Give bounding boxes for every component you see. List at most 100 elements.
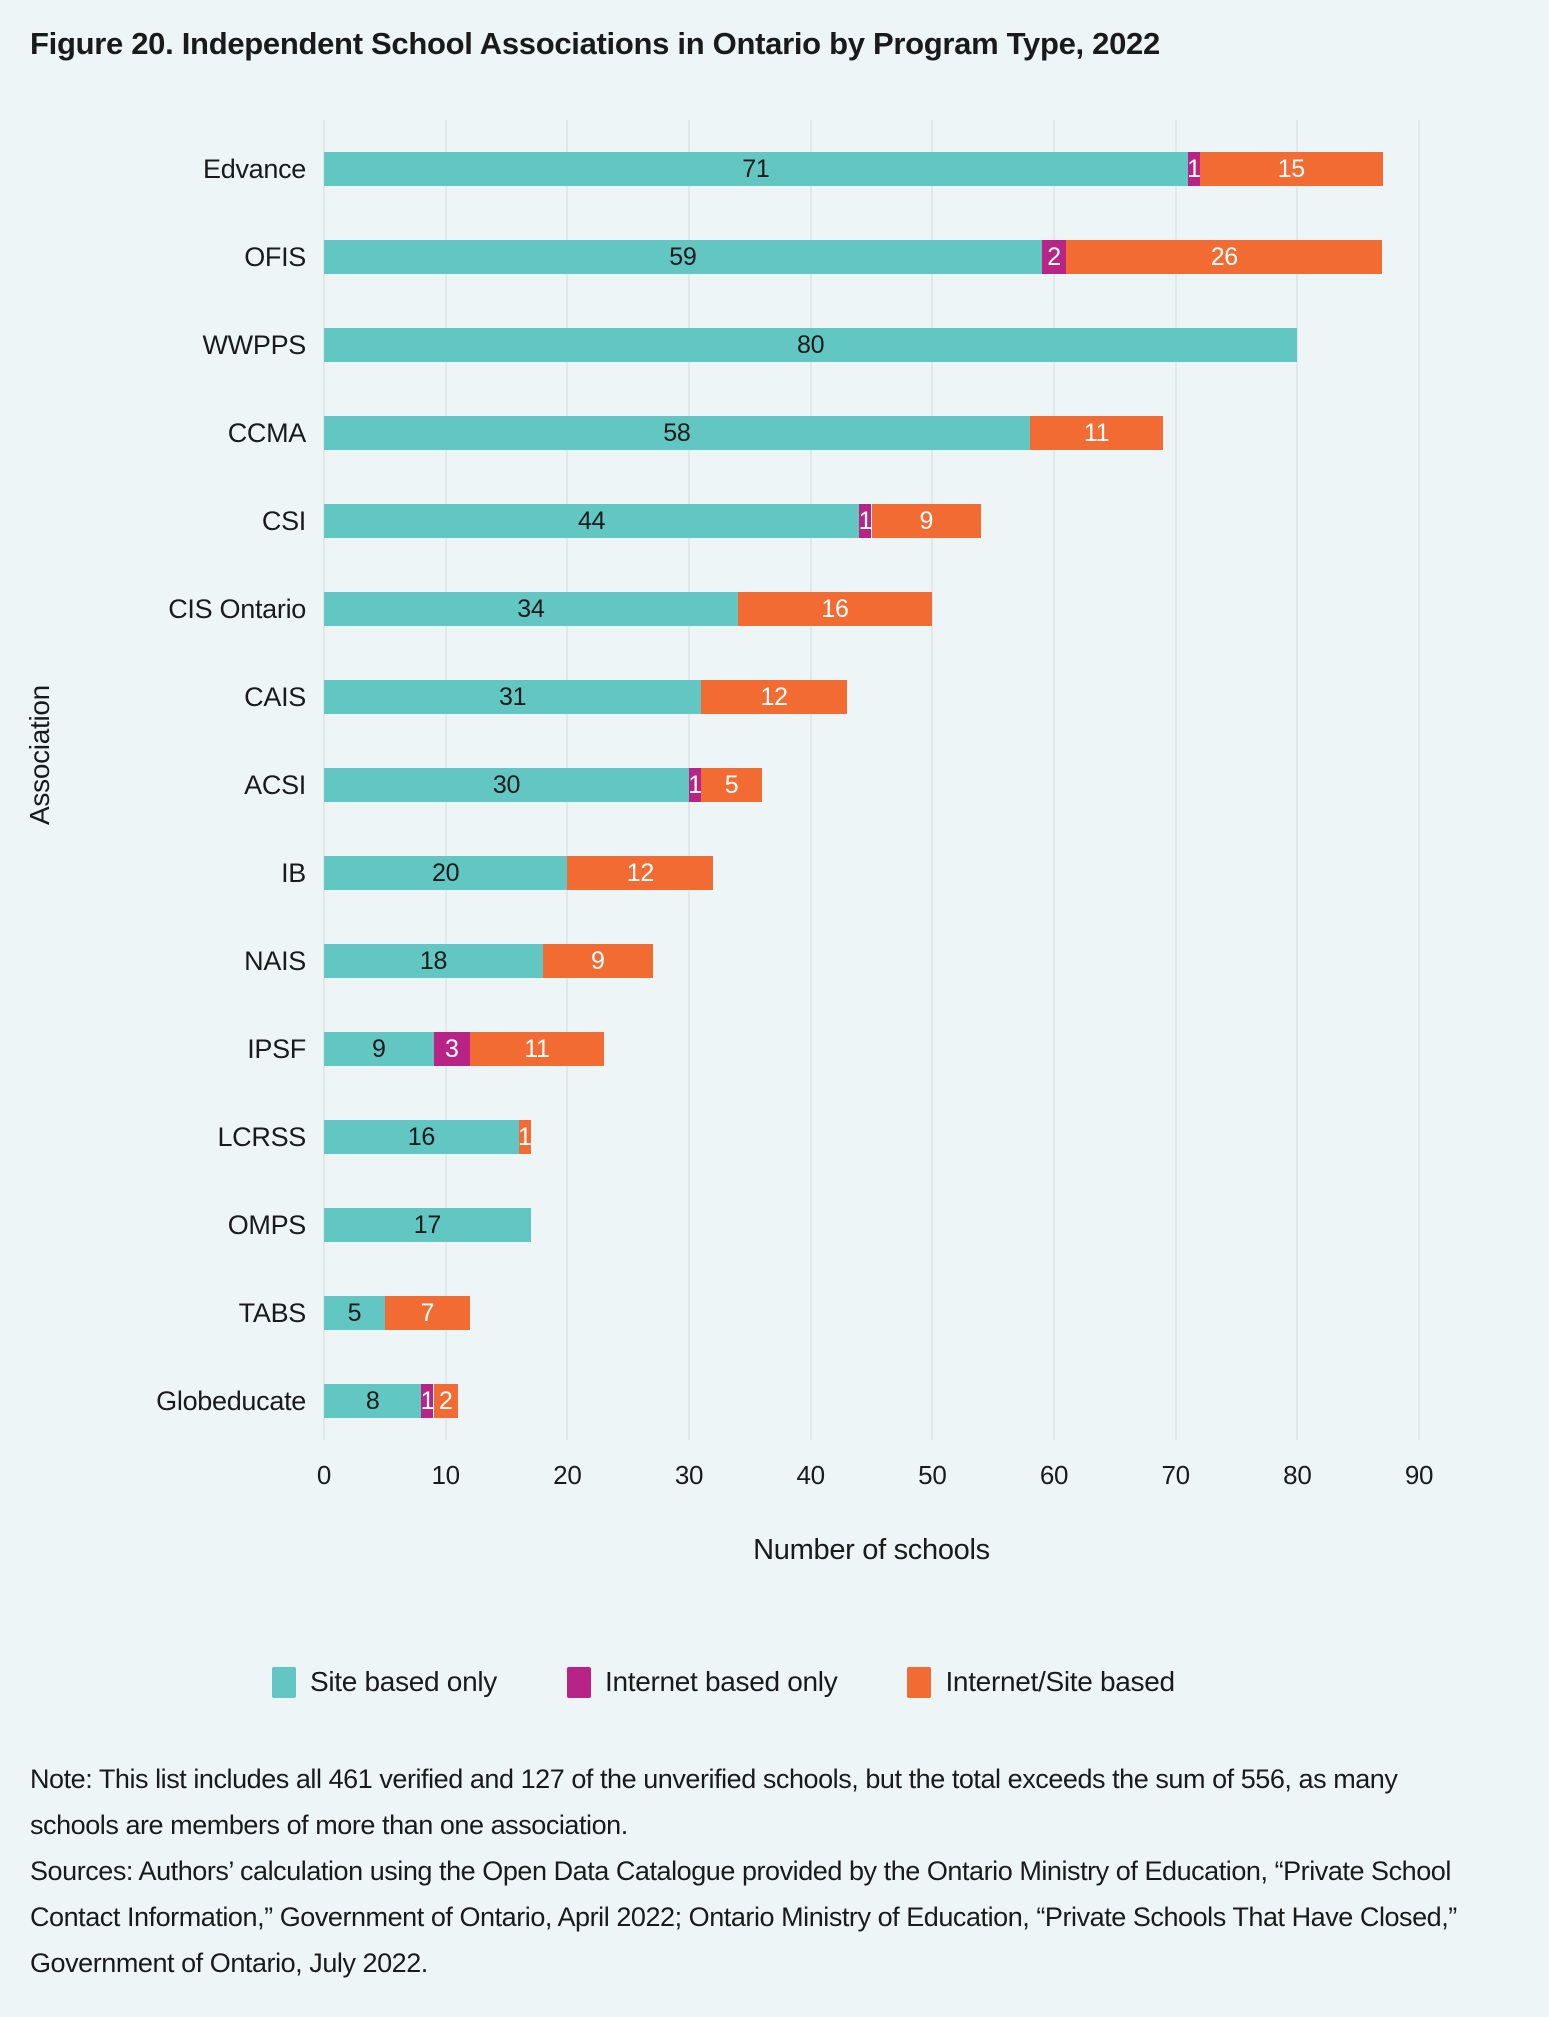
bar-segment: 12 [567, 856, 714, 890]
bar-value-label: 18 [419, 946, 448, 975]
bar-value-label: 8 [365, 1386, 380, 1415]
bar-value-label: 34 [517, 594, 545, 623]
bar-value-label: 1 [517, 1122, 532, 1151]
figure-sources: Sources: Authors’ calculation using the … [30, 1856, 1457, 1978]
category-label: OFIS [244, 242, 306, 272]
gridline [1053, 120, 1055, 1440]
bar-segment: 7 [384, 1296, 470, 1330]
legend: Site based only Internet based only Intern… [272, 1666, 1175, 1698]
category-label: IB [281, 858, 306, 888]
gridline [1296, 120, 1299, 1440]
bar-segment: 34 [324, 592, 738, 626]
legend-swatch [272, 1666, 296, 1698]
category-label: IPSF [247, 1034, 306, 1064]
bar-segment: 11 [1029, 416, 1164, 450]
x-tick-label: 30 [674, 1460, 704, 1490]
x-tick-label: 90 [1404, 1460, 1434, 1490]
category-label: Edvance [203, 154, 306, 184]
bar-segment: 9 [871, 504, 981, 538]
x-tick-label: 0 [316, 1460, 332, 1490]
bar-segment: 30 [324, 768, 689, 802]
bar-value-label: 16 [407, 1122, 436, 1151]
bar-segment: 5 [324, 1296, 385, 1330]
bar-segment: 59 [324, 240, 1042, 274]
bar-segment: 16 [737, 592, 933, 626]
bar-value-label: 20 [432, 858, 460, 887]
legend-swatch [907, 1666, 932, 1698]
bar-segment: 44 [324, 504, 860, 538]
bar-value-label: 1 [420, 1386, 435, 1415]
bar-value-label: 11 [524, 1034, 550, 1063]
legend-swatch [566, 1666, 591, 1698]
bar-value-label: 1 [858, 506, 873, 535]
figure-footnotes: Note: This list includes all 461 verifie… [30, 1756, 1462, 1986]
bar-segment: 2 [1041, 240, 1067, 274]
gridline [809, 120, 812, 1440]
bar-segment: 16 [324, 1120, 519, 1154]
category-label: Globeducate [156, 1386, 306, 1416]
legend-item: Internet based only [566, 1666, 838, 1698]
x-tick-label: 60 [1039, 1460, 1069, 1490]
x-tick-label: 70 [1161, 1460, 1190, 1490]
x-tick-label: 20 [553, 1460, 582, 1490]
bar-segment: 1 [688, 768, 702, 802]
bar-segment: 9 [543, 944, 653, 978]
bar-segment: 12 [701, 680, 848, 714]
gridline [1418, 120, 1420, 1440]
category-label: NAIS [244, 946, 306, 976]
plot-area: 71 1 15 59 2 26 80 58 11 44 1 9 34 16 31 12 30 1 5 20 12 18 9 9… [323, 120, 1420, 1440]
bar-segment: 2 [433, 1384, 458, 1418]
bar-segment: 1 [1187, 152, 1201, 186]
bar-segment: 3 [433, 1032, 470, 1066]
bar-value-label: 17 [413, 1210, 442, 1239]
bar-value-label: 7 [420, 1298, 435, 1327]
bar-segment: 71 [324, 152, 1188, 186]
bar-value-label: 44 [578, 506, 606, 535]
bar-segment: 31 [324, 680, 702, 714]
gridline [931, 120, 934, 1440]
category-label: CCMA [227, 418, 307, 448]
x-tick-label: 40 [796, 1460, 825, 1490]
bar-value-label: 3 [444, 1034, 459, 1063]
legend-label: Internet based only [604, 1666, 838, 1697]
bar-value-label: 11 [1083, 418, 1110, 447]
bar-value-label: 58 [663, 418, 691, 447]
bar-segment: 11 [470, 1032, 604, 1066]
bar-value-label: 1 [688, 770, 702, 799]
gridline [1174, 120, 1177, 1440]
category-label: TABS [238, 1298, 307, 1328]
bar-segment: 9 [324, 1032, 434, 1066]
bar-segment: 26 [1066, 240, 1383, 274]
bar-segment: 18 [324, 944, 543, 978]
figure-note: Note: This list includes all 461 verifie… [30, 1764, 1398, 1840]
bar-value-label: 12 [626, 858, 655, 887]
x-tick-label: 50 [918, 1460, 947, 1490]
category-label: CAIS [244, 682, 306, 712]
bar-segment: 15 [1200, 152, 1383, 186]
legend-item: Site based only [272, 1666, 497, 1698]
bar-value-label: 9 [590, 946, 605, 975]
bar-segment: 5 [701, 768, 762, 802]
bar-value-label: 1 [1187, 154, 1201, 183]
bar-value-label: 2 [438, 1386, 453, 1415]
bar-value-label: 26 [1210, 242, 1239, 271]
x-axis-label: Number of schools [753, 1534, 990, 1566]
bar-segment: 8 [324, 1384, 422, 1418]
bar-segment: 80 [324, 328, 1298, 362]
legend-label: Site based only [310, 1666, 497, 1697]
bar-segment: 17 [324, 1208, 531, 1242]
category-label: CIS Ontario [168, 594, 306, 624]
legend-label: Internet/Site based [945, 1666, 1175, 1697]
bar-value-label: 80 [797, 330, 825, 359]
bar-value-label: 30 [492, 770, 521, 799]
category-label: LCRSS [217, 1122, 306, 1152]
bar-value-label: 12 [760, 682, 789, 711]
category-label: CSI [261, 506, 306, 536]
category-label: WWPPS [202, 330, 307, 360]
bar-value-label: 59 [669, 242, 697, 271]
figure-title: Figure 20. Independent School Associatio… [30, 26, 1160, 61]
bar-segment: 1 [420, 1384, 435, 1418]
bar-value-label: 71 [742, 154, 770, 183]
legend-item: Internet/Site based [907, 1666, 1175, 1698]
